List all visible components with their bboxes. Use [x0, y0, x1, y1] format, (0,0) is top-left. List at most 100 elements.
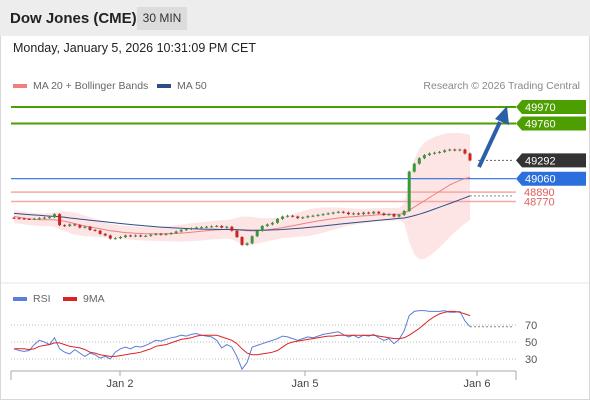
- candle-body: [189, 228, 193, 230]
- candle-body: [351, 213, 355, 215]
- candle-body: [275, 218, 279, 223]
- candle-body: [220, 225, 224, 228]
- legend-rsi-swatch: [13, 297, 27, 302]
- candle-body: [407, 171, 411, 212]
- candle-body: [113, 238, 117, 240]
- candle-body: [397, 214, 401, 217]
- forecast-arrow-head: [495, 106, 509, 125]
- legend-ma20-label: MA 20 + Bollinger Bands: [33, 80, 149, 92]
- candle-body: [184, 229, 188, 231]
- candle-body: [78, 225, 82, 228]
- candle-body: [139, 235, 143, 237]
- legend-rsi-label: RSI: [33, 293, 51, 305]
- candle-body: [215, 225, 219, 227]
- candle-body: [326, 213, 330, 215]
- candle-body: [270, 222, 274, 225]
- legend-ma20: MA 20 + Bollinger Bands: [13, 80, 148, 92]
- candle-body: [296, 216, 300, 219]
- candle-body: [336, 211, 340, 213]
- candle-body: [159, 233, 163, 235]
- candle-body: [63, 225, 67, 227]
- level-tag-49060: 49060: [516, 171, 586, 186]
- level-tag-text: 49970: [525, 102, 556, 114]
- candle-body: [372, 211, 376, 214]
- candle-body: [108, 235, 112, 239]
- candle-body: [103, 233, 107, 236]
- candle-body: [427, 153, 431, 156]
- level-tag-text: 49760: [525, 119, 556, 131]
- x-tick-label: Jan 5: [292, 378, 319, 390]
- candle-body: [331, 212, 335, 214]
- candle-body: [225, 226, 229, 228]
- legend-ma50-label: MA 50: [177, 80, 207, 92]
- candle-body: [402, 211, 406, 215]
- level-label-48770: 48770: [524, 197, 555, 209]
- candle-body: [367, 212, 371, 214]
- legend-ma50: MA 50: [157, 80, 207, 92]
- candle-body: [281, 216, 285, 219]
- candle-body: [392, 214, 396, 217]
- candle-body: [412, 163, 416, 172]
- level-label-48890: 48890: [524, 187, 555, 199]
- candle-body: [22, 218, 26, 220]
- candle-body: [210, 226, 214, 228]
- candle-body: [245, 243, 249, 245]
- header-bar: Dow Jones (CME) 30 MIN: [0, 0, 590, 36]
- candle-body: [17, 218, 21, 220]
- candle-body: [123, 235, 127, 238]
- candle-body: [98, 230, 102, 234]
- level-tag-shape: [516, 100, 586, 114]
- candle-body: [357, 213, 361, 215]
- candle-body: [250, 236, 254, 244]
- bollinger-band: [14, 133, 470, 260]
- x-tick-label: Jan 2: [107, 378, 134, 390]
- rsi-tick-label: 30: [525, 354, 537, 366]
- candle-body: [362, 212, 366, 215]
- candle-body: [37, 218, 41, 220]
- candle-body: [240, 237, 244, 245]
- candle-body: [47, 217, 51, 219]
- candle-body: [205, 226, 209, 228]
- candle-body: [32, 218, 36, 220]
- candle-body: [458, 149, 462, 151]
- candle-body: [311, 215, 315, 217]
- candle-body: [286, 215, 290, 217]
- candle-body: [144, 235, 148, 237]
- level-tag-shape: [516, 153, 586, 168]
- candle-body: [194, 227, 198, 229]
- candle-body: [27, 218, 31, 220]
- candle-body: [149, 234, 153, 236]
- level-tag-text: 49060: [525, 174, 556, 186]
- candle-body: [316, 214, 320, 216]
- candle-body: [265, 224, 269, 226]
- candle-body: [83, 226, 87, 228]
- legend-rsi-ma: 9MA: [63, 293, 105, 305]
- candle-body: [438, 151, 442, 153]
- candle-body: [463, 149, 467, 154]
- legend-rsi-ma-label: 9MA: [83, 293, 105, 305]
- candle-body: [154, 233, 158, 235]
- legend-rsi-ma-swatch: [63, 297, 77, 302]
- candle-body: [433, 152, 437, 154]
- candle-body: [382, 213, 386, 215]
- candle-body: [468, 153, 472, 161]
- candle-body: [134, 235, 138, 237]
- timeframe-button[interactable]: 30 MIN: [137, 7, 187, 30]
- candle-body: [118, 237, 122, 239]
- candle-body: [341, 211, 345, 213]
- candle-body: [377, 211, 381, 214]
- candle-body: [88, 226, 92, 230]
- candle-body: [68, 224, 72, 226]
- credit-text: Research © 2026 Trading Central: [423, 80, 580, 92]
- x-tick-label: Jan 6: [464, 378, 491, 390]
- candle-body: [179, 229, 183, 232]
- candle-body: [306, 216, 310, 218]
- candle-body: [321, 214, 325, 216]
- candle-body: [129, 235, 133, 237]
- candle-body: [169, 233, 173, 235]
- level-tag-49292: 49292: [516, 153, 586, 168]
- rsi-line: [13, 310, 471, 371]
- candle-body: [387, 214, 391, 216]
- candle-body: [53, 214, 57, 218]
